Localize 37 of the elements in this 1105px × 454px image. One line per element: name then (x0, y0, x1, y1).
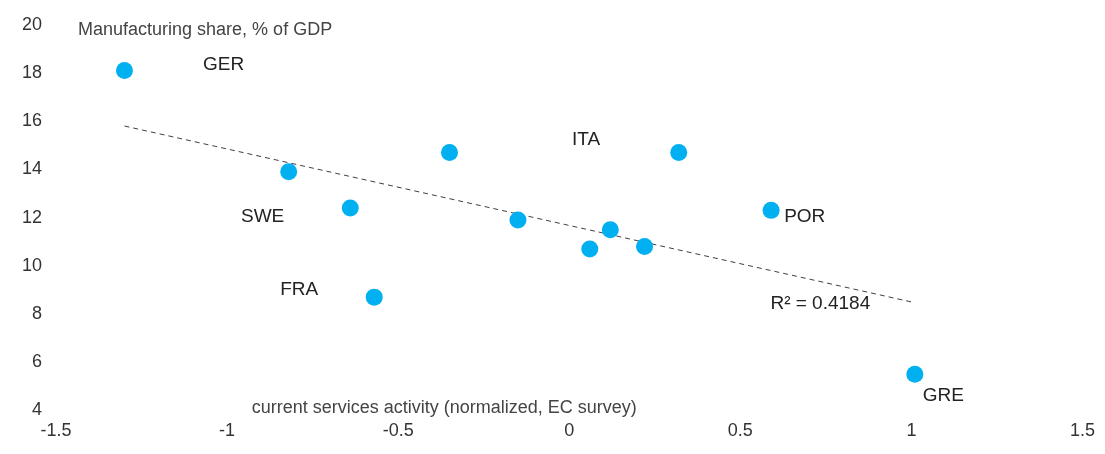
annotation: SWE (241, 205, 285, 227)
annotation: GER (203, 53, 245, 75)
point (906, 365, 924, 383)
y-tick-label: 12 (21, 206, 43, 227)
y-tick-label: 4 (32, 399, 43, 420)
annotation: ITA (572, 128, 601, 150)
point (365, 288, 383, 306)
annotation: FRA (280, 278, 319, 300)
x-tick-label: -0.5 (382, 420, 414, 441)
x-tick-label: 1 (906, 420, 917, 441)
point (762, 201, 780, 219)
point (115, 62, 133, 80)
x-tick-label: -1 (219, 420, 236, 441)
y-tick-label: 20 (21, 13, 43, 34)
x-tick-label: 0 (564, 420, 575, 441)
y-tick-label: 6 (32, 351, 43, 372)
point (670, 144, 688, 162)
point (636, 238, 654, 256)
y-tick-label: 8 (32, 302, 43, 323)
annotation: POR (784, 204, 826, 226)
x-axis-title: current services activity (normalized, EC survey) (251, 397, 637, 418)
y-tick-label: 14 (21, 158, 43, 179)
y-tick-label: 10 (21, 254, 43, 275)
x-tick-label: -1.5 (40, 420, 72, 441)
point (509, 211, 527, 229)
y-tick-label: 18 (21, 61, 43, 82)
y-tick-label: 16 (21, 110, 43, 131)
point (601, 221, 619, 239)
point (441, 144, 458, 162)
annotation: GRE (922, 384, 965, 406)
x-tick-label: 0.5 (727, 420, 753, 441)
point (581, 240, 599, 258)
x-tick-label: 1.5 (1069, 420, 1095, 441)
annotation: R² = 0.4184 (770, 292, 871, 314)
point (341, 199, 359, 217)
y-axis-title: Manufacturing share, % of GDP (78, 18, 333, 39)
point (280, 163, 298, 181)
